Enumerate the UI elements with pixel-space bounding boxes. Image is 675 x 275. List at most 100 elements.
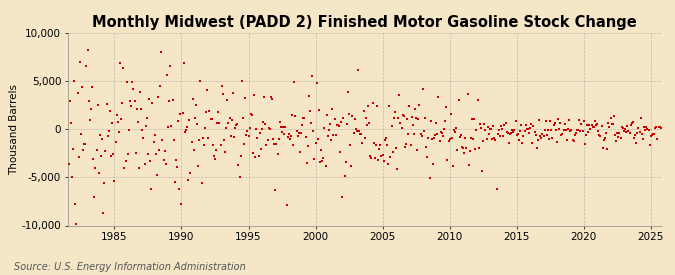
Point: [151, 152, 161, 156]
Point: [219, 138, 230, 142]
Point: [451, 126, 462, 130]
Point: [553, 117, 564, 121]
Point: [253, 154, 264, 158]
Point: [92, 102, 103, 107]
Point: [271, 142, 282, 146]
Point: [466, 117, 477, 122]
Point: [310, 141, 321, 145]
Point: [555, 121, 566, 125]
Point: [325, 122, 335, 127]
Point: [618, 129, 629, 134]
Point: [245, 112, 256, 117]
Point: [528, 124, 539, 128]
Point: [186, 140, 197, 144]
Point: [521, 126, 532, 131]
Point: [634, 130, 645, 134]
Point: [65, 120, 76, 125]
Point: [184, 118, 194, 122]
Point: [204, 108, 215, 113]
Point: [631, 141, 642, 145]
Point: [427, 162, 438, 166]
Point: [173, 119, 184, 123]
Point: [470, 146, 481, 151]
Point: [495, 134, 506, 139]
Point: [491, 187, 502, 191]
Point: [599, 138, 610, 142]
Point: [647, 133, 657, 137]
Point: [96, 154, 107, 158]
Point: [194, 138, 205, 142]
Point: [117, 101, 128, 106]
Point: [171, 158, 182, 162]
Point: [224, 115, 235, 120]
Point: [188, 148, 199, 152]
Point: [231, 123, 242, 127]
Point: [584, 123, 595, 127]
Point: [105, 109, 115, 114]
Point: [556, 133, 567, 137]
Point: [268, 137, 279, 142]
Point: [602, 147, 613, 151]
Point: [464, 149, 475, 153]
Point: [111, 112, 122, 117]
Point: [340, 174, 350, 179]
Point: [64, 99, 75, 103]
Point: [500, 121, 511, 126]
Point: [614, 131, 625, 135]
Point: [564, 118, 574, 122]
Point: [144, 97, 155, 101]
Point: [217, 91, 228, 96]
Point: [244, 126, 255, 130]
Point: [381, 136, 392, 141]
Point: [475, 122, 485, 126]
Point: [415, 131, 426, 136]
Point: [579, 142, 590, 146]
Point: [580, 133, 591, 138]
Point: [430, 133, 441, 137]
Point: [236, 79, 247, 83]
Point: [213, 110, 223, 114]
Point: [175, 112, 186, 117]
Point: [291, 129, 302, 134]
Point: [124, 128, 134, 133]
Point: [346, 164, 356, 169]
Point: [505, 132, 516, 136]
Point: [638, 136, 649, 141]
Point: [570, 131, 581, 136]
Point: [416, 134, 427, 138]
Point: [180, 130, 190, 134]
Point: [215, 143, 226, 147]
Point: [113, 129, 124, 134]
Point: [171, 165, 182, 169]
Point: [612, 131, 622, 135]
Point: [301, 160, 312, 165]
Point: [82, 48, 93, 53]
Point: [209, 154, 219, 158]
Point: [192, 122, 202, 126]
Point: [572, 128, 583, 133]
Point: [99, 180, 110, 185]
Point: [524, 130, 535, 135]
Point: [369, 156, 380, 160]
Point: [376, 154, 387, 158]
Point: [442, 158, 453, 162]
Point: [372, 103, 383, 108]
Point: [146, 187, 157, 191]
Point: [621, 130, 632, 134]
Point: [421, 144, 431, 149]
Point: [127, 80, 138, 84]
Point: [423, 136, 434, 141]
Point: [263, 126, 274, 130]
Point: [349, 117, 360, 121]
Point: [393, 115, 404, 120]
Point: [91, 148, 102, 152]
Point: [161, 73, 172, 78]
Point: [524, 126, 535, 130]
Point: [531, 133, 541, 137]
Point: [77, 84, 88, 89]
Point: [74, 155, 84, 160]
Point: [596, 124, 607, 128]
Point: [70, 202, 81, 207]
Point: [135, 90, 146, 94]
Point: [138, 135, 149, 140]
